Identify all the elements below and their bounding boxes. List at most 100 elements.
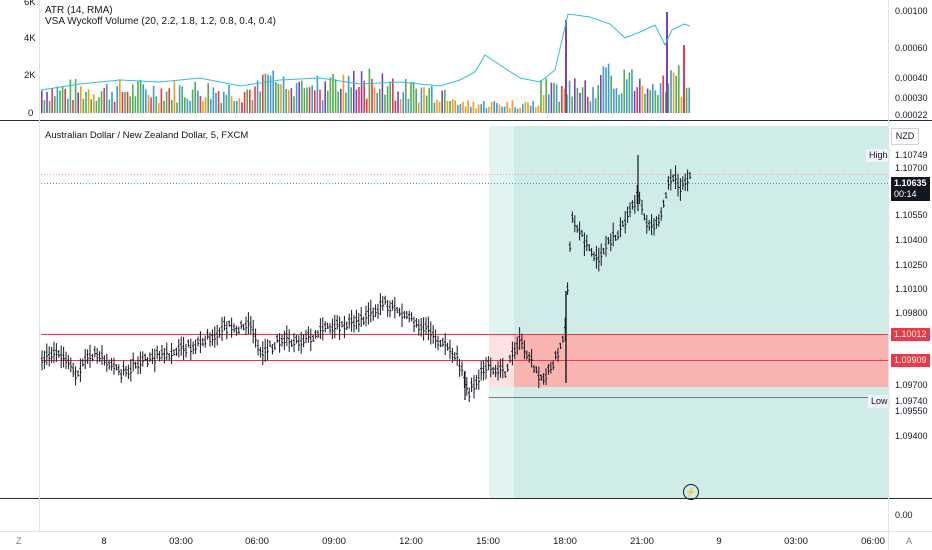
volume-bar	[503, 106, 506, 113]
price-pane[interactable]: Australian Dollar / New Zealand Dollar, …	[0, 121, 932, 500]
volume-bar	[548, 94, 550, 113]
volume-bar	[186, 98, 189, 113]
volume-bar	[217, 91, 220, 113]
volume-bar	[535, 107, 537, 113]
volume-bar	[649, 90, 651, 113]
volume-bar	[685, 87, 688, 113]
flash-icon[interactable]: ⚡	[683, 484, 699, 500]
volume-bar	[204, 97, 207, 113]
volume-bar	[233, 101, 235, 113]
price-tick-5: 1.10100	[895, 284, 928, 294]
price-tick-3: 1.10400	[895, 235, 928, 245]
volume-bar	[301, 80, 303, 113]
currency-button[interactable]: NZD	[891, 128, 919, 145]
volume-bar	[449, 101, 451, 113]
volume-bar	[207, 83, 209, 113]
volume-bar	[280, 84, 282, 113]
volume-bar	[605, 67, 607, 113]
volume-bar	[347, 75, 350, 113]
time-axis-border	[0, 531, 932, 532]
volume-bar	[464, 106, 467, 113]
volume-bar	[139, 79, 142, 113]
volume-bar	[462, 101, 464, 113]
volume-bar	[142, 84, 144, 113]
volume-bar	[511, 100, 514, 113]
volume-bar	[659, 83, 662, 113]
volume-bar	[303, 88, 306, 113]
volume-bar	[381, 73, 384, 113]
indicator-pane[interactable]: ATR (14, RMA) VSA Wyckoff Volume (20, 2.…	[0, 0, 932, 120]
time-label-9: 9	[716, 536, 722, 547]
long-position-target-zone-left	[489, 126, 514, 498]
volume-bar	[425, 95, 428, 113]
volume-bar	[85, 91, 87, 113]
volume-bar	[607, 63, 610, 113]
volume-bar	[295, 83, 298, 113]
volume-bar	[392, 78, 394, 113]
volume-bar	[311, 85, 313, 113]
volume-bar	[178, 85, 181, 113]
volume-bar	[46, 91, 48, 113]
low-label: Low	[868, 395, 891, 408]
pane-divider-top[interactable]	[0, 120, 932, 121]
volume-spike-bar	[565, 20, 567, 113]
volume-bar	[100, 91, 103, 113]
volume-bar	[475, 108, 477, 113]
atr-legend[interactable]: ATR (14, RMA)	[45, 5, 113, 16]
pane-divider-bottom[interactable]	[0, 498, 932, 499]
volume-bar	[680, 97, 683, 113]
volume-bar	[610, 75, 612, 113]
time-label-7: 18:00	[553, 536, 577, 547]
volume-bar	[87, 89, 90, 113]
volume-bar	[470, 106, 472, 113]
volume-bar	[223, 91, 225, 113]
volume-bar	[329, 77, 332, 113]
volume-bar	[522, 104, 524, 113]
long-position-target-zone	[514, 126, 888, 498]
volume-bar	[59, 90, 61, 113]
volume-bar	[384, 94, 386, 113]
bottom-pane[interactable]: 0.00	[0, 499, 932, 531]
volume-bar	[576, 87, 579, 113]
volume-bar	[644, 93, 646, 113]
volume-bar	[483, 101, 485, 113]
time-label-2: 03:00	[169, 536, 193, 547]
symbol-title[interactable]: Australian Dollar / New Zealand Dollar, …	[45, 130, 249, 141]
auto-scale-button[interactable]: A	[906, 536, 913, 546]
volume-bar	[480, 104, 482, 113]
timezone-button[interactable]: Z	[16, 536, 22, 546]
volume-bar	[249, 89, 251, 113]
volume-bar	[342, 74, 345, 113]
atr-tick-5: 0.00022	[895, 110, 928, 120]
current-price: 1.10635	[894, 178, 927, 188]
volume-bar	[90, 99, 92, 113]
volume-bar	[48, 101, 51, 113]
volume-bar	[433, 102, 436, 113]
volume-bar	[496, 103, 498, 113]
volume-bar	[150, 97, 152, 113]
volume-bar	[293, 96, 295, 113]
volume-bar	[688, 87, 690, 113]
volume-bar	[288, 90, 290, 113]
volume-bar	[472, 101, 475, 113]
volume-bar	[363, 80, 365, 113]
price-tick-4: 1.10250	[895, 260, 928, 270]
time-label-1: 8	[101, 536, 107, 547]
volume-bar	[438, 101, 441, 113]
volume-bar	[540, 79, 542, 113]
volume-bar	[314, 90, 316, 113]
volume-bar	[412, 81, 415, 113]
volume-bar	[626, 79, 628, 113]
volume-bar	[111, 91, 113, 113]
vsa-legend[interactable]: VSA Wyckoff Volume (20, 2.2, 1.8, 1.2, 0…	[45, 16, 276, 27]
volume-bar	[394, 100, 397, 113]
volume-bar	[121, 92, 124, 113]
volume-bar	[420, 87, 423, 113]
volume-bar	[516, 108, 519, 113]
volume-bar	[581, 87, 584, 113]
volume-bar	[145, 89, 147, 113]
volume-bar	[264, 73, 267, 113]
volume-bar	[636, 87, 638, 113]
volume-bar	[163, 100, 165, 113]
volume-bar	[646, 88, 649, 113]
